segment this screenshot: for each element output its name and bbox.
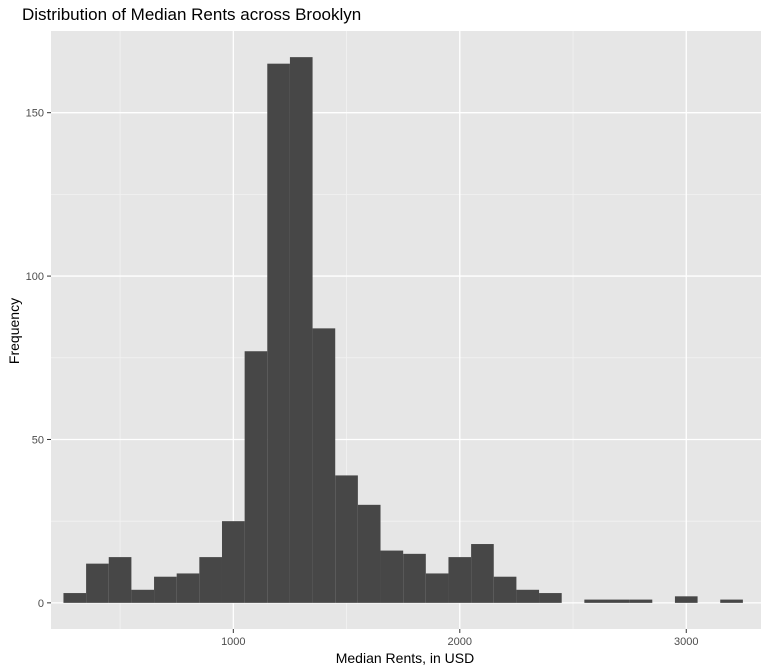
bar-1750-1850 bbox=[403, 553, 426, 603]
y-tick-label-3: 150 bbox=[26, 108, 44, 120]
plot-panel bbox=[51, 31, 761, 629]
bar-2550-2650 bbox=[584, 599, 607, 603]
bar-350-450 bbox=[86, 563, 109, 603]
y-axis-title: Frequency bbox=[6, 298, 22, 364]
bar-1150-1250 bbox=[267, 63, 290, 603]
x-axis: 1000 2000 3000 bbox=[221, 629, 699, 648]
bar-2650-2750 bbox=[606, 599, 630, 603]
bar-2350-2450 bbox=[539, 593, 562, 603]
bar-1450-1550 bbox=[335, 475, 358, 603]
bar-1850-1950 bbox=[425, 573, 449, 603]
bar-450-550 bbox=[108, 557, 132, 603]
y-tick-label-2: 100 bbox=[26, 271, 44, 283]
y-tick-label-0: 0 bbox=[38, 598, 44, 610]
bar-1350-1450 bbox=[312, 328, 336, 603]
x-tick-label-2: 3000 bbox=[674, 636, 698, 648]
x-tick-label-0: 1000 bbox=[221, 636, 245, 648]
grid-minor bbox=[51, 31, 761, 629]
bar-2950-3050 bbox=[674, 596, 698, 603]
bar-1250-1350 bbox=[289, 57, 313, 603]
bar-250-350 bbox=[63, 593, 87, 603]
bar-2750-2850 bbox=[629, 599, 653, 603]
bar-2050-2150 bbox=[471, 544, 494, 603]
bar-650-750 bbox=[154, 576, 177, 603]
bar-3150-3250 bbox=[720, 599, 743, 603]
bar-1050-1150 bbox=[244, 351, 268, 603]
y-axis: 0 50 100 150 bbox=[26, 108, 51, 610]
y-tick-label-1: 50 bbox=[32, 434, 44, 446]
bar-550-650 bbox=[131, 589, 155, 603]
bar-850-950 bbox=[199, 557, 222, 603]
bar-1650-1750 bbox=[380, 550, 404, 603]
bars bbox=[63, 57, 743, 603]
bar-1550-1650 bbox=[357, 504, 381, 603]
bar-2250-2350 bbox=[516, 589, 540, 603]
bar-1950-2050 bbox=[448, 557, 472, 603]
bar-750-850 bbox=[176, 573, 200, 603]
x-tick-label-1: 2000 bbox=[448, 636, 472, 648]
bar-950-1050 bbox=[221, 521, 245, 603]
bar-2150-2250 bbox=[493, 576, 517, 603]
x-axis-title: Median Rents, in USD bbox=[336, 650, 475, 666]
chart-title: Distribution of Median Rents across Broo… bbox=[22, 5, 361, 24]
